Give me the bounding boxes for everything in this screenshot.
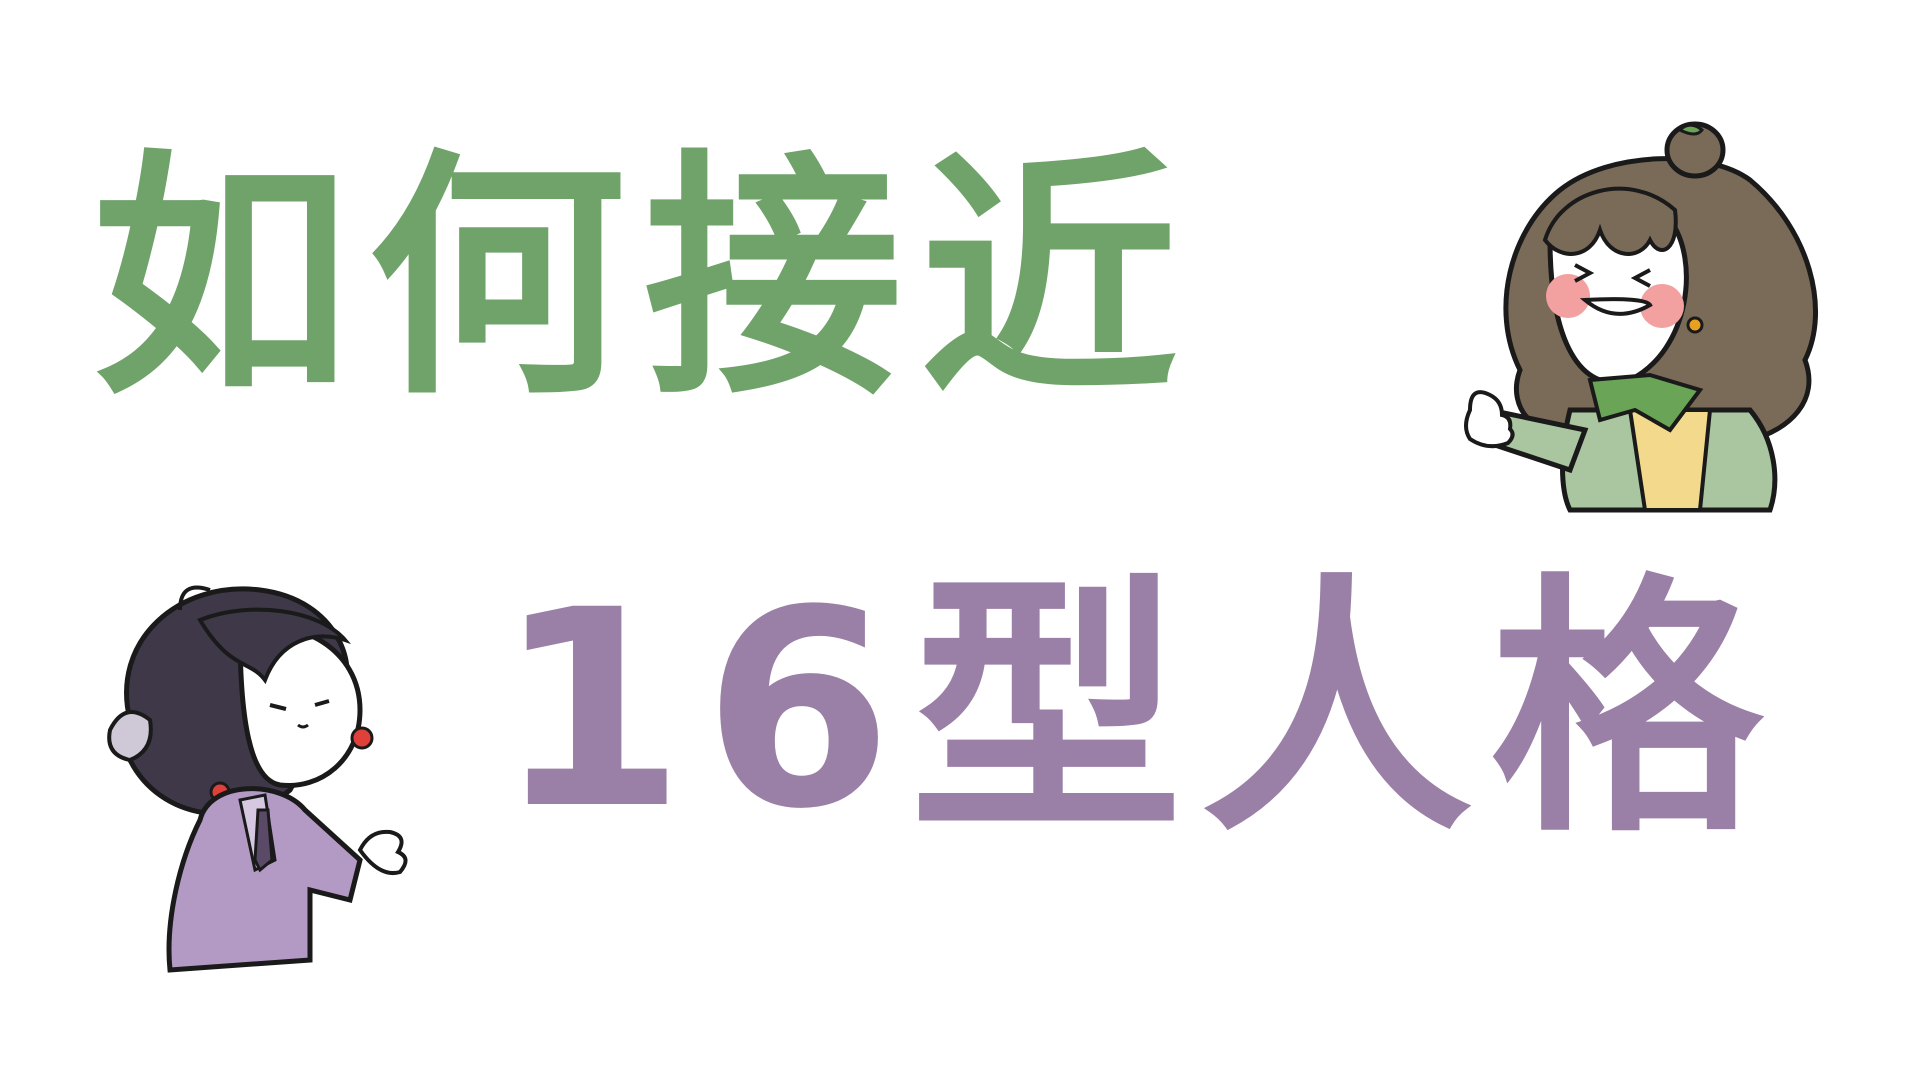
- purple-chibi-character-drawing: [107, 585, 408, 973]
- green-chibi-character: [1450, 110, 1850, 520]
- title-line-1: 如何接近: [92, 129, 1196, 429]
- green-chibi-character-drawing: [1464, 121, 1818, 513]
- title-line-2: 16型人格: [496, 553, 1781, 869]
- purple-chibi-character: [90, 560, 470, 980]
